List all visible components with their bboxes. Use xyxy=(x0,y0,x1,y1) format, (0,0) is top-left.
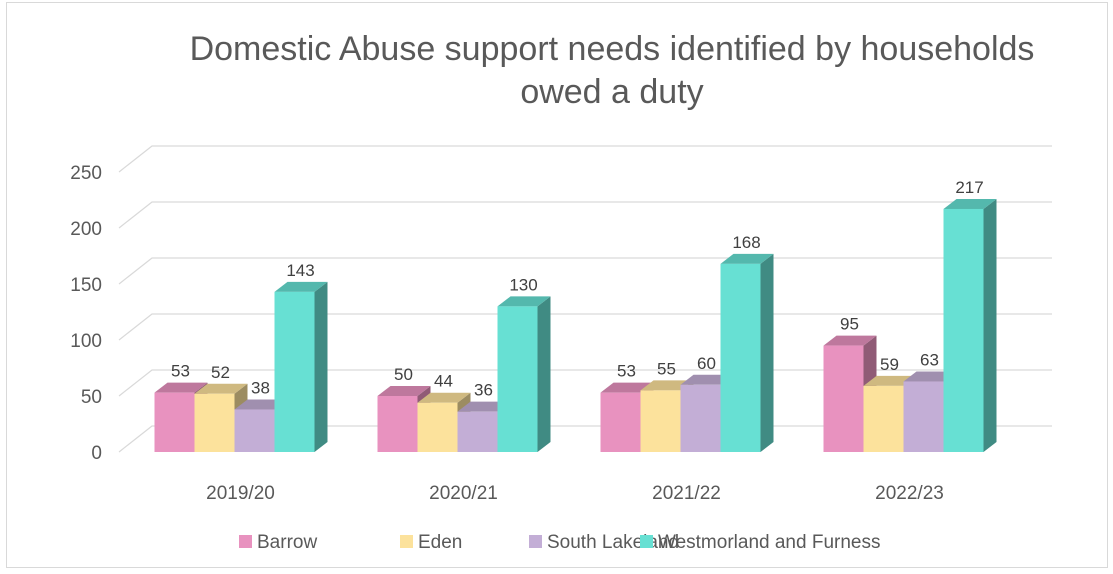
legend-swatch xyxy=(239,535,252,548)
gridline xyxy=(118,313,1052,341)
data-label: 53 xyxy=(617,362,636,381)
x-tick-label: 2021/22 xyxy=(652,483,721,504)
data-label: 53 xyxy=(171,362,190,381)
legend-item: Barrow xyxy=(239,532,317,553)
legend-label: Barrow xyxy=(257,532,317,553)
y-tick-label: 0 xyxy=(91,443,102,464)
legend-swatch xyxy=(400,535,413,548)
x-axis: 2019/20 2020/21 2021/22 2022/23 xyxy=(206,483,944,504)
data-label: 38 xyxy=(251,378,270,397)
data-label: 60 xyxy=(697,354,716,373)
chart-title: Domestic Abuse support needs identified … xyxy=(190,30,1035,111)
legend-swatch xyxy=(640,535,653,548)
bar xyxy=(720,253,774,452)
data-labels: 53 52 38 143 50 44 36 130 53 55 60 168 95 59 63 217 xyxy=(171,178,984,400)
bar xyxy=(943,198,997,452)
y-tick-label: 150 xyxy=(70,275,102,296)
data-label: 95 xyxy=(840,315,859,334)
data-label: 52 xyxy=(211,363,230,382)
data-label: 217 xyxy=(955,178,983,197)
data-label: 59 xyxy=(880,355,899,374)
bar xyxy=(417,392,471,452)
legend-label: Westmorland and Furness xyxy=(658,532,880,553)
y-tick-label: 250 xyxy=(70,163,102,184)
chart-title-line-2: owed a duty xyxy=(520,73,703,111)
legend-item: Eden xyxy=(400,532,462,553)
gridline xyxy=(118,257,1052,285)
bar xyxy=(274,281,328,452)
bar xyxy=(497,296,551,452)
legend-item: South Lakeland xyxy=(529,532,679,553)
x-tick-label: 2019/20 xyxy=(206,483,275,504)
chart-svg: Domestic Abuse support needs identified … xyxy=(70,30,1052,553)
chart-title-line-1: Domestic Abuse support needs identified … xyxy=(190,30,1035,68)
legend-item: Westmorland and Furness xyxy=(640,532,880,553)
y-axis: 0 50 100 150 200 250 xyxy=(70,163,102,464)
data-label: 36 xyxy=(474,381,493,400)
data-label: 44 xyxy=(434,372,453,391)
data-label: 55 xyxy=(657,359,676,378)
y-tick-label: 200 xyxy=(70,219,102,240)
gridline xyxy=(118,145,1052,173)
x-tick-label: 2020/21 xyxy=(429,483,498,504)
x-tick-label: 2022/23 xyxy=(875,483,944,504)
data-label: 50 xyxy=(394,365,413,384)
y-tick-label: 100 xyxy=(70,331,102,352)
legend-label: Eden xyxy=(418,532,462,553)
legend-swatch xyxy=(529,535,542,548)
data-label: 63 xyxy=(920,350,939,369)
data-label: 168 xyxy=(732,233,760,252)
data-label: 130 xyxy=(509,275,537,294)
y-tick-label: 50 xyxy=(81,387,102,408)
bars xyxy=(154,198,997,452)
gridline xyxy=(118,201,1052,229)
data-label: 143 xyxy=(286,261,314,280)
chart-frame: Domestic Abuse support needs identified … xyxy=(6,2,1108,568)
